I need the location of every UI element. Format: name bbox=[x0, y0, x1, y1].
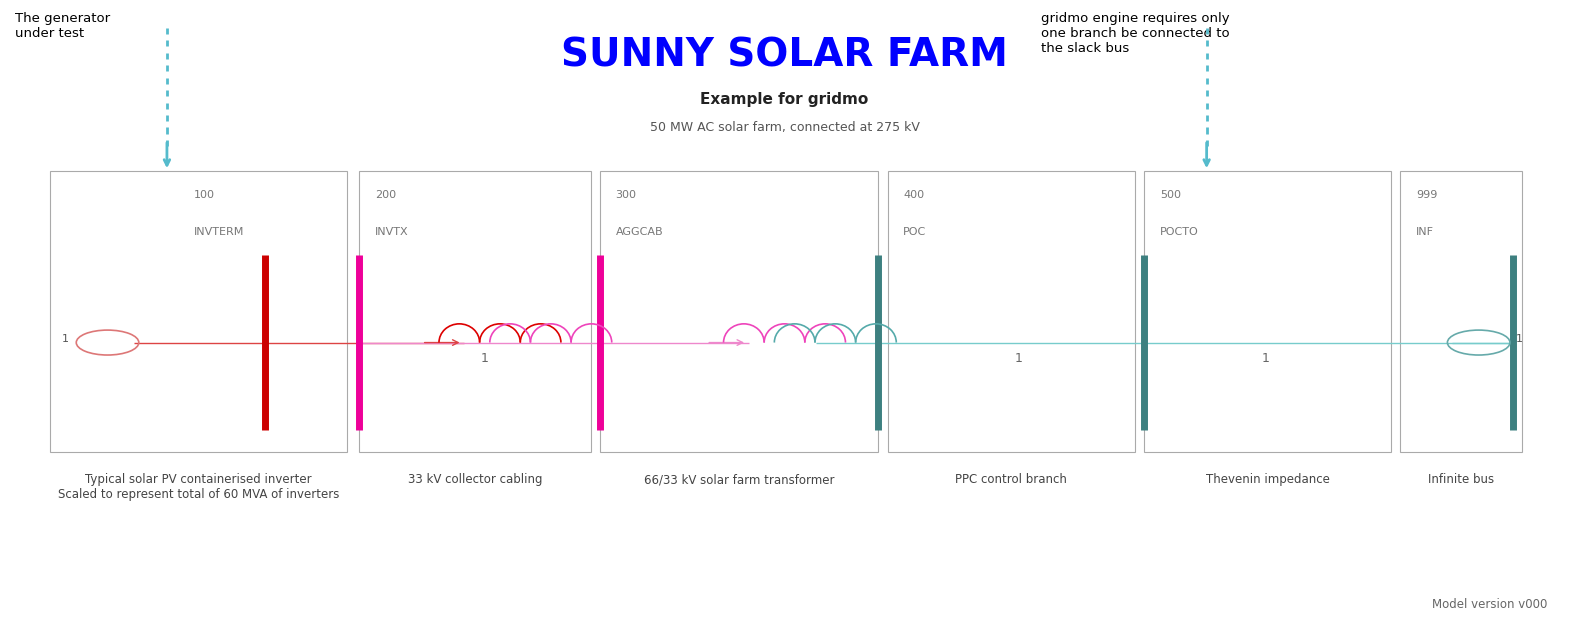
Text: 1: 1 bbox=[1261, 352, 1269, 365]
Text: 500: 500 bbox=[1159, 190, 1181, 200]
Text: INF: INF bbox=[1417, 227, 1434, 237]
Text: Example for gridmo: Example for gridmo bbox=[700, 92, 869, 107]
Text: INVTERM: INVTERM bbox=[193, 227, 243, 237]
Text: Typical solar PV containerised inverter
Scaled to represent total of 60 MVA of i: Typical solar PV containerised inverter … bbox=[58, 474, 339, 501]
Text: 33 kV collector cabling: 33 kV collector cabling bbox=[408, 474, 543, 486]
Text: 400: 400 bbox=[904, 190, 924, 200]
Bar bbox=[1401, 171, 1522, 452]
Text: INVTX: INVTX bbox=[375, 227, 408, 237]
Text: AGGCAB: AGGCAB bbox=[615, 227, 664, 237]
Bar bbox=[888, 171, 1134, 452]
Text: The generator
under test: The generator under test bbox=[16, 12, 110, 40]
Text: gridmo engine requires only
one branch be connected to
the slack bus: gridmo engine requires only one branch b… bbox=[1040, 12, 1230, 55]
Text: POC: POC bbox=[904, 227, 927, 237]
Bar bbox=[359, 171, 590, 452]
Text: 1: 1 bbox=[1516, 335, 1523, 345]
Text: 999: 999 bbox=[1417, 190, 1437, 200]
Text: 66/33 kV solar farm transformer: 66/33 kV solar farm transformer bbox=[643, 474, 835, 486]
Bar bbox=[50, 171, 347, 452]
Bar bbox=[1144, 171, 1392, 452]
Text: 1: 1 bbox=[1015, 352, 1023, 365]
Text: 1: 1 bbox=[61, 335, 69, 345]
Text: 100: 100 bbox=[193, 190, 215, 200]
Text: 300: 300 bbox=[615, 190, 637, 200]
Text: 50 MW AC solar farm, connected at 275 kV: 50 MW AC solar farm, connected at 275 kV bbox=[650, 121, 919, 134]
Text: Infinite bus: Infinite bus bbox=[1428, 474, 1495, 486]
Text: PPC control branch: PPC control branch bbox=[956, 474, 1067, 486]
Bar bbox=[599, 171, 879, 452]
Text: SUNNY SOLAR FARM: SUNNY SOLAR FARM bbox=[562, 36, 1007, 75]
Text: 1: 1 bbox=[480, 352, 488, 365]
Text: Thevenin impedance: Thevenin impedance bbox=[1205, 474, 1329, 486]
Text: Model version v000: Model version v000 bbox=[1432, 598, 1547, 611]
Text: 200: 200 bbox=[375, 190, 395, 200]
Text: POCTO: POCTO bbox=[1159, 227, 1199, 237]
